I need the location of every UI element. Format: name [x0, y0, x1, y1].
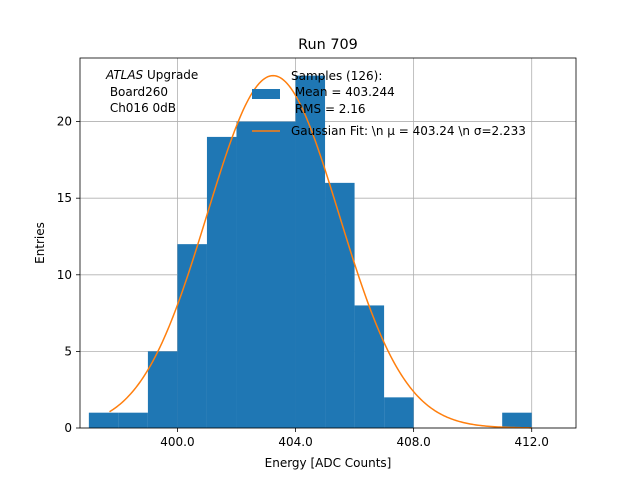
annotation-board: Board260 — [106, 85, 168, 99]
chart-title: Run 709 — [298, 37, 358, 53]
histogram-bar — [147, 351, 178, 428]
histogram-bar — [88, 412, 119, 428]
legend-fit-label: Gaussian Fit: \n μ = 403.24 \n σ=2.233 — [291, 124, 526, 138]
histogram-bars — [88, 75, 532, 428]
legend-samples-rms: RMS = 2.16 — [291, 102, 366, 116]
x-axis-label: Energy [ADC Counts] — [265, 456, 392, 470]
histogram-bar — [295, 75, 326, 428]
legend-histogram-patch — [252, 89, 280, 99]
x-tick-label: 400.0 — [160, 435, 194, 449]
annotation-upgrade: Upgrade — [143, 68, 198, 82]
histogram-bar — [206, 136, 237, 428]
histogram-bar — [236, 121, 266, 428]
y-axis-ticks: 0 5 10 15 20 — [57, 115, 80, 435]
gaussian-fit-curve — [109, 74, 532, 429]
histogram-bar — [325, 182, 355, 428]
y-axis-label: Entries — [33, 222, 47, 264]
y-tick-label: 15 — [57, 191, 72, 205]
y-tick-label: 10 — [57, 268, 72, 282]
y-tick-label: 0 — [64, 421, 72, 435]
x-tick-label: 408.0 — [396, 435, 430, 449]
histogram-bar — [354, 305, 385, 428]
atlas-annotation: ATLAS Upgrade Board260 Ch016 0dB — [105, 68, 198, 115]
histogram-bar — [502, 412, 532, 428]
histogram-bar — [177, 244, 207, 428]
x-tick-label: 412.0 — [515, 435, 549, 449]
histogram-bar — [118, 412, 148, 428]
histogram-bar — [384, 397, 414, 428]
plot-frame — [79, 57, 577, 429]
y-tick-label: 5 — [64, 344, 72, 358]
annotation-experiment: ATLAS — [105, 68, 144, 82]
y-tick-label: 20 — [57, 115, 72, 129]
x-axis-ticks: 400.0 404.0 408.0 412.0 — [160, 428, 549, 449]
legend: Samples (126): Mean = 403.244 RMS = 2.16… — [252, 69, 526, 138]
x-tick-label: 404.0 — [278, 435, 312, 449]
svg-text:ATLAS Upgrade: ATLAS Upgrade — [105, 68, 198, 82]
histogram-bar — [266, 121, 296, 428]
annotation-channel: Ch016 0dB — [106, 101, 176, 115]
legend-samples-title: Samples (126): — [291, 69, 382, 83]
legend-samples-mean: Mean = 403.244 — [291, 85, 395, 99]
